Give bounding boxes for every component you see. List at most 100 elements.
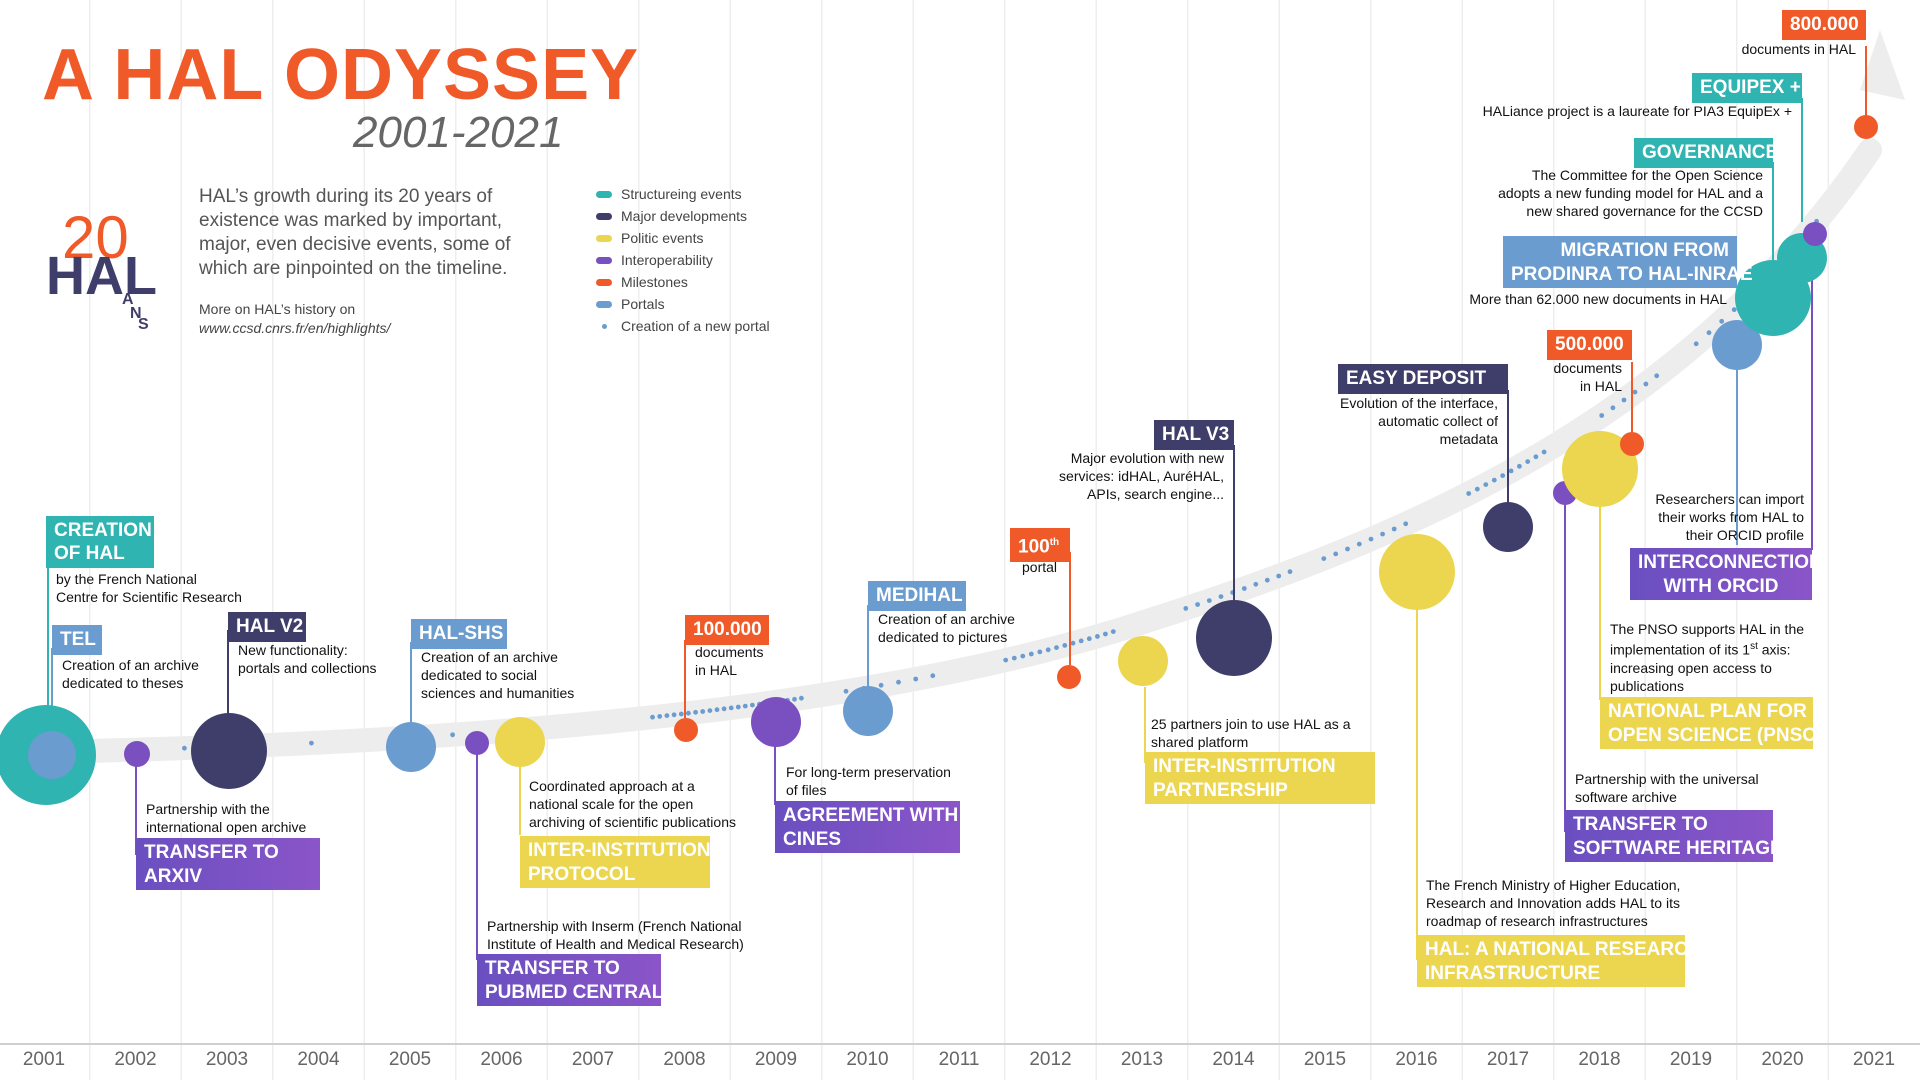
new-portal-dot [1028,651,1034,657]
creation-desc-line2: Centre for Scientific Research [56,589,242,605]
halshs-desc-line3: sciences and humanities [421,685,575,701]
governance-title: GOVERNANCE [1634,138,1778,168]
legend-item: Structureing events [596,186,770,208]
legend-item: Portals [596,296,770,318]
year-label: 2002 [114,1049,157,1070]
cines-circle [751,697,801,747]
year-label: 2010 [846,1049,889,1070]
year-label: 2014 [1212,1049,1255,1070]
pubmed-desc-line2: Institute of Health and Medical Research… [487,936,744,952]
swh-desc: Partnership with the universal software … [1575,770,1759,806]
portal100-suffix: th [1049,537,1060,548]
orcid-desc: Researchers can import their works from … [1614,490,1804,544]
m500k-title: 500.000 [1547,330,1632,360]
portal100-title: 100th [1010,528,1070,563]
easy-circle [1483,502,1533,552]
new-portal-dot [1380,531,1385,537]
portal100-desc: portal [1022,559,1058,575]
halv3-desc: Major evolution with new services: idHAL… [1040,449,1224,503]
legend-label: Portals [621,296,665,312]
new-portal-dot [1368,536,1374,542]
legend-item: Major developments [596,208,770,230]
new-portal-dot [1474,486,1480,492]
new-portal-dot [1241,586,1247,591]
m100k-desc-line1: documents [695,644,764,660]
orcid-desc-line2: their works from HAL to [1658,509,1804,525]
new-portal-dot [1483,482,1489,487]
infra-desc-line3: roadmap of research infrastructures [1426,913,1648,929]
new-portal-dot [721,706,727,712]
tel-desc: Creation of an archive dedicated to thes… [62,656,199,692]
year-label: 2011 [938,1049,980,1070]
new-portal-dot [1183,606,1189,611]
orcid-title: INTERCONNECTION WITH ORCID [1630,548,1823,600]
swh-title: TRANSFER TO SOFTWARE HERITAGE [1565,810,1783,862]
protocol-desc-line3: archiving of scientific publications [529,814,736,830]
new-portal-dot [686,710,691,716]
cines-desc: For long-term preservation of files [786,763,951,799]
new-portal-dot [1003,657,1009,663]
orcid-title-line1: INTERCONNECTION [1638,552,1823,573]
year-label: 2021 [1852,1049,1896,1070]
new-portal-dot [1345,546,1350,552]
protocol-title-line2: PROTOCOL [528,864,636,885]
legend-label: Creation of a new portal [621,318,770,334]
easy-desc-line2: automatic collect of [1378,413,1498,429]
logo-word: HAL [46,246,157,306]
halv2-desc-line2: portals and collections [238,660,377,676]
new-portal-dot [1078,638,1084,644]
swh-title-line1: TRANSFER TO [1573,814,1708,835]
halv3-desc-line2: services: idHAL, AuréHAL, [1059,468,1224,484]
halshs-title: HAL-SHS [411,619,507,649]
legend: Structureing events Major developments Pol… [596,186,770,340]
partnership-title-line1: INTER-INSTITUTION [1153,756,1336,777]
swh-title-line2: SOFTWARE HERITAGE [1573,838,1783,859]
halv3-desc-line3: APIs, search engine... [1087,486,1224,502]
arxiv-title: TRANSFER TO ARXIV [136,838,320,890]
new-portal-dot [1693,341,1699,347]
tel-circle [28,731,76,779]
halshs-desc-line1: Creation of an archive [421,649,558,665]
new-portal-dot [1253,581,1259,587]
legend-dot-icon [602,324,607,329]
pubmed-desc: Partnership with Inserm (French National… [487,917,744,953]
medihal-title: MEDIHAL [868,581,966,611]
infra-title: HAL: A NATIONAL RESEARCH INFRASTRUCTURE [1417,935,1702,987]
migration-desc: More than 62.000 new documents in HAL [1469,291,1727,307]
easy-desc-line3: metadata [1439,431,1498,447]
tel-title: TEL [52,625,102,655]
creation-desc-line1: by the French National [56,571,197,587]
arxiv-title-line1: TRANSFER TO [144,842,279,863]
legend-label: Politic events [621,230,704,246]
year-label: 2012 [1029,1049,1072,1070]
legend-swatch [596,235,612,242]
arxiv-title-line2: ARXIV [144,866,203,887]
partnership-desc-line2: shared platform [1151,734,1249,750]
new-portal-dot [1500,473,1506,478]
m100k-desc: documents in HAL [695,643,763,679]
pnso-desc-sup: st [1750,641,1758,652]
portal100-number: 100 [1018,536,1050,558]
legend-swatch [596,191,612,198]
infra-desc: The French Ministry of Higher Education,… [1426,876,1680,930]
new-portal-dot [693,709,698,715]
year-label: 2004 [297,1049,340,1070]
highlights-link[interactable]: www.ccsd.cnrs.fr/en/highlights/ [199,320,391,336]
year-label: 2015 [1303,1049,1347,1070]
new-portal-dot [1070,640,1076,646]
year-label: 2008 [663,1049,706,1070]
new-portal-dot [1643,381,1649,387]
year-label: 2018 [1578,1049,1621,1070]
governance-desc: The Committee for the Open Science adopt… [1463,166,1763,220]
new-portal-dot [1287,569,1293,575]
arxiv-circle [124,741,150,767]
governance-desc-line2: adopts a new funding model for HAL and a [1498,185,1763,201]
pnso-title-line1: NATIONAL PLAN FOR [1608,701,1807,722]
cines-desc-line1: For long-term preservation [786,764,951,780]
new-portal-dot [671,712,677,718]
year-gridlines [89,0,1829,1080]
halv3-circle [1196,600,1272,676]
creation-title-2: OF HAL [46,540,154,568]
infra-title-line2: INFRASTRUCTURE [1425,963,1601,984]
